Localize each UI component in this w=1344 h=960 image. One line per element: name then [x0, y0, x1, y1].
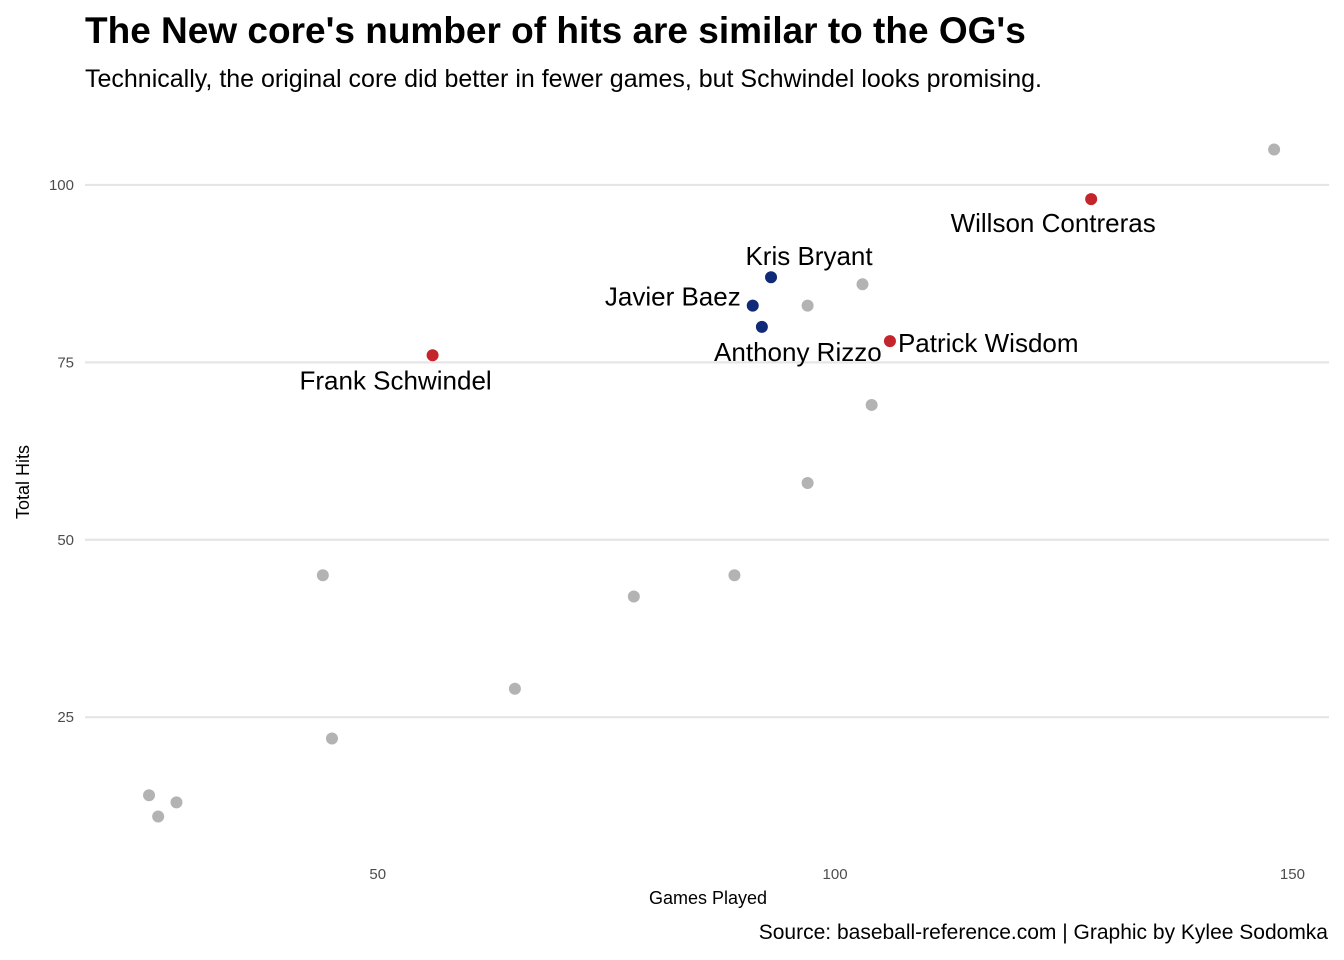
point-frank-schwindel: [426, 349, 439, 362]
chart-subtitle: Technically, the original core did bette…: [85, 65, 1042, 93]
data-point: [801, 477, 814, 489]
label-willson-contreras: Willson Contreras: [951, 208, 1156, 238]
x-tick-label: 50: [369, 866, 386, 883]
gridlines: [85, 183, 1329, 719]
data-points: [143, 143, 1281, 823]
y-tick-label: 75: [57, 354, 74, 371]
data-point: [152, 810, 165, 823]
data-point: [1268, 143, 1281, 156]
point-javier-baez: [746, 299, 759, 312]
x-axis-title: Games Played: [649, 888, 767, 908]
y-tick-label: 25: [57, 709, 74, 726]
y-axis-title: Total Hits: [13, 445, 33, 519]
chart-title: The New core's number of hits are simila…: [85, 10, 1026, 51]
data-point: [801, 299, 814, 312]
data-point: [865, 398, 878, 411]
data-point: [143, 789, 156, 802]
data-point: [856, 278, 869, 291]
x-tick-label: 100: [823, 866, 848, 883]
data-point: [728, 569, 741, 582]
point-anthony-rizzo: [755, 320, 768, 333]
data-point: [508, 682, 521, 695]
point-patrick-wisdom: [883, 335, 896, 348]
y-tick-label: 50: [57, 532, 74, 549]
point-kris-bryant: [765, 271, 778, 284]
axis-ticks: 25 50 75 100 50 100 150: [49, 177, 1305, 883]
y-tick-label: 100: [49, 177, 74, 194]
data-point: [170, 796, 183, 809]
data-point: [325, 732, 338, 745]
label-anthony-rizzo: Anthony Rizzo: [714, 337, 882, 367]
x-tick-label: 150: [1280, 866, 1305, 883]
label-kris-bryant: Kris Bryant: [745, 241, 873, 271]
label-frank-schwindel: Frank Schwindel: [299, 365, 491, 395]
data-point: [316, 569, 329, 582]
data-point: [627, 590, 640, 603]
label-javier-baez: Javier Baez: [605, 282, 741, 312]
point-willson-contreras: [1085, 193, 1098, 206]
source-caption: Source: baseball-reference.com | Graphic…: [758, 921, 1328, 944]
label-patrick-wisdom: Patrick Wisdom: [898, 328, 1079, 358]
